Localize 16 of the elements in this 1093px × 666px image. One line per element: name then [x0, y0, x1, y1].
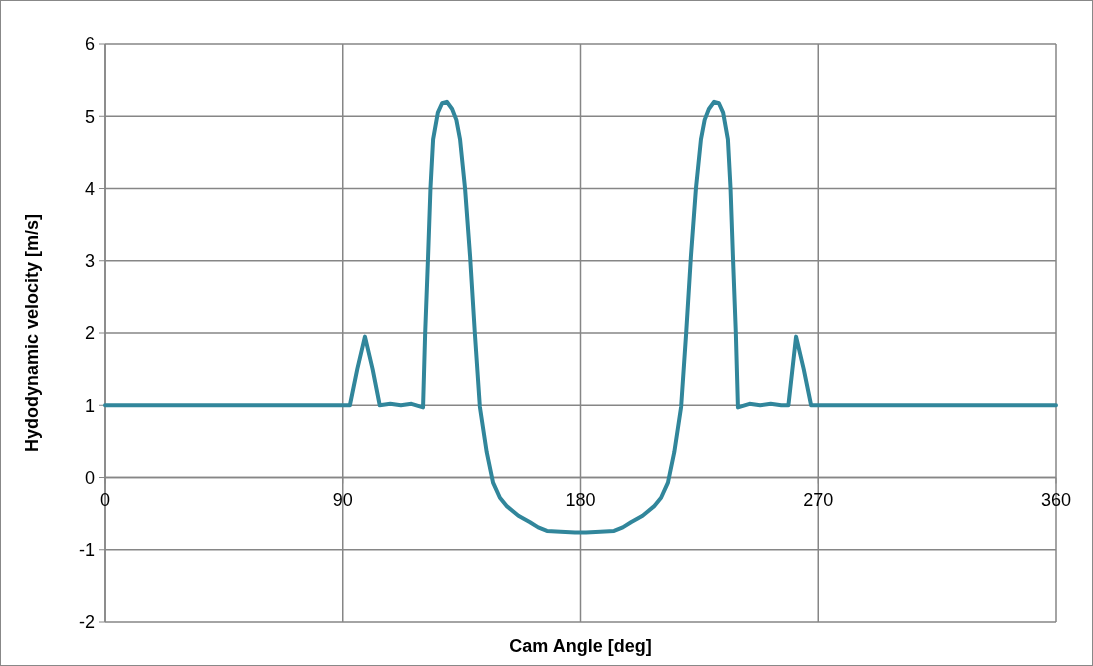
x-tick-label: 180	[565, 489, 596, 510]
y-axis-title: Hydodynamic velocity [m/s]	[22, 213, 42, 453]
x-axis-title: Cam Angle [deg]	[509, 636, 652, 656]
x-tick-label: 270	[803, 489, 834, 510]
x-tick-label: 0	[99, 489, 111, 510]
x-tick-label: 90	[332, 489, 353, 510]
x-tick-label: 360	[1040, 489, 1072, 510]
y-tick-label: 3	[84, 251, 95, 272]
y-tick-label: -2	[78, 612, 95, 633]
y-tick-label: 6	[84, 34, 95, 55]
y-tick-label: 1	[84, 395, 95, 416]
y-tick-label: -1	[78, 540, 95, 561]
y-tick-label: 2	[84, 323, 95, 344]
y-tick-label: 5	[84, 106, 95, 127]
y-tick-label: 0	[84, 467, 95, 488]
y-tick-label: 4	[84, 178, 95, 199]
